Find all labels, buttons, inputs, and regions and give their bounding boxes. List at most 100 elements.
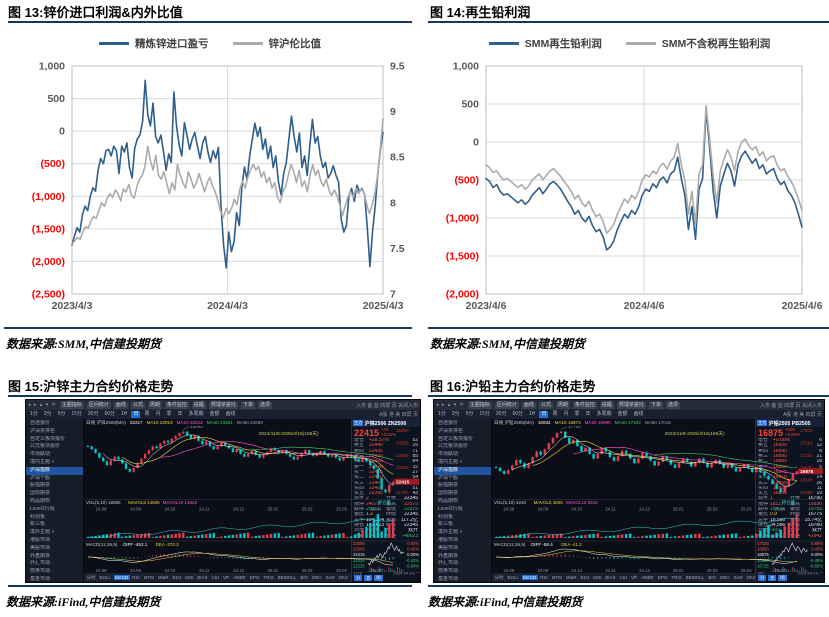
terminal-sidebar-item[interactable]: 新三板 bbox=[438, 521, 454, 528]
terminal-period-tab[interactable]: 季 bbox=[166, 411, 172, 417]
terminal-sidebar-item[interactable]: 外盘期货 bbox=[438, 552, 459, 559]
terminal-indicator-tab[interactable]: BBIBOLL bbox=[685, 575, 705, 580]
terminal-toolbar-button[interactable]: 周期 bbox=[555, 401, 570, 409]
terminal-indicator-tab[interactable]: DKX bbox=[338, 575, 348, 580]
terminal-indicator-tab[interactable]: BBIBOLL bbox=[277, 575, 297, 580]
terminal-toolbar-button[interactable]: 区间统计 bbox=[494, 401, 519, 409]
window-control-icons[interactable]: ◂ ▸ ▴ ▾ ⟳ bbox=[28, 402, 57, 408]
terminal-toolbar-button[interactable]: 区间统计 bbox=[86, 401, 111, 409]
terminal-sidebar-item[interactable]: 境外主题 » bbox=[30, 529, 55, 536]
terminal-indicator-tab[interactable]: 分时 bbox=[86, 574, 96, 580]
terminal-indicator-tab[interactable]: SAR bbox=[733, 575, 743, 580]
terminal-indicator-tab[interactable]: VR bbox=[630, 575, 638, 580]
terminal-indicator-tab[interactable]: MACD bbox=[521, 575, 538, 580]
terminal-sidebar-item[interactable]: 港股市场 bbox=[30, 536, 51, 543]
terminal-toolbar-button[interactable]: 选项 bbox=[665, 401, 680, 409]
terminal-indicator-tab[interactable]: DKX bbox=[746, 575, 755, 580]
terminal-sidebar-item[interactable]: 科创板 bbox=[438, 513, 454, 520]
terminal-sidebar-item[interactable]: 沪深指数 bbox=[434, 466, 491, 475]
terminal-period-tab[interactable]: 季 bbox=[574, 411, 580, 417]
terminal-toolbar-right[interactable]: 入市 备 监 四屏 页 关闭入市 bbox=[356, 402, 418, 409]
terminal-sidebar-item[interactable]: 自选报价 bbox=[438, 420, 459, 426]
terminal-indicator-tab[interactable]: RSI bbox=[540, 575, 548, 580]
terminal-sidebar-item[interactable]: 港股市场 bbox=[438, 536, 459, 543]
terminal-indicator-tab[interactable]: DPO bbox=[657, 575, 668, 580]
terminal-toolbar-button[interactable]: 选项 bbox=[257, 401, 272, 409]
terminal-toolbar-button[interactable]: 预埋单委托 bbox=[616, 401, 646, 409]
terminal-indicator-tab[interactable]: MTM bbox=[551, 575, 563, 580]
terminal-sidebar-item[interactable]: 公式板块报价 bbox=[438, 443, 469, 450]
terminal-indicator-tab[interactable]: ASI bbox=[619, 575, 627, 580]
terminal-period-tab[interactable]: 3分 bbox=[451, 411, 460, 417]
terminal-period-tab[interactable]: 日 bbox=[131, 411, 141, 418]
terminal-indicator-tab[interactable]: OBV bbox=[719, 575, 730, 580]
terminal-sidebar-item[interactable]: 市场联动 bbox=[438, 451, 459, 458]
terminal-sidebar-item[interactable]: 境内主题 » bbox=[30, 458, 55, 465]
terminal-toolbar-button[interactable]: 公式 bbox=[538, 401, 553, 409]
terminal-indicator-tab[interactable]: BDI bbox=[708, 575, 716, 580]
terminal-indicator-tab[interactable]: TRIX bbox=[263, 575, 274, 580]
terminal-period-tab[interactable]: 5分 bbox=[57, 411, 66, 417]
terminal-sidebar-item[interactable]: 外汇市场 bbox=[30, 560, 51, 567]
terminal-sidebar-item[interactable]: 基金市场 bbox=[438, 575, 459, 582]
terminal-period-tab[interactable]: 日 bbox=[539, 411, 549, 418]
terminal-period-tab[interactable]: 60分 bbox=[104, 411, 116, 417]
terminal-sidebar-item[interactable]: 沪深个股 bbox=[30, 474, 51, 481]
terminal-period-tab[interactable]: 多周期 bbox=[596, 411, 612, 417]
terminal-sidebar-item[interactable]: 沪深指数 bbox=[26, 466, 83, 475]
terminal-indicator-tab[interactable]: DMI bbox=[185, 575, 194, 580]
terminal-period-tab[interactable]: 月 bbox=[155, 411, 161, 417]
terminal-sidebar-item[interactable]: 新三板 bbox=[30, 521, 46, 528]
terminal-indicator-tab[interactable]: W&R bbox=[566, 575, 577, 580]
terminal-indicator-tab[interactable]: TRIX bbox=[671, 575, 682, 580]
terminal-toolbar-button[interactable]: 条件监控 bbox=[572, 401, 597, 409]
terminal-toolbar-button[interactable]: 画线 bbox=[113, 401, 128, 409]
terminal-indicator-tab[interactable]: RSI bbox=[132, 575, 140, 580]
quote-panel-tab[interactable]: 明 bbox=[374, 575, 383, 582]
terminal-indicator-tab[interactable]: SAR bbox=[325, 575, 335, 580]
terminal-indicator-tab[interactable]: W&R bbox=[158, 575, 169, 580]
terminal-sidebar-item[interactable]: 美股市场 bbox=[438, 544, 459, 551]
terminal-indicator-tab[interactable]: DPO bbox=[249, 575, 260, 580]
terminal-toolbar-button[interactable]: 条件监控 bbox=[164, 401, 189, 409]
terminal-indicator-tab[interactable]: OBV bbox=[311, 575, 322, 580]
terminal-sidebar-item[interactable]: 自定义板块报价 bbox=[30, 435, 66, 442]
terminal-toolbar-button[interactable]: 周期 bbox=[147, 401, 162, 409]
terminal-toolbar-button[interactable]: 下单 bbox=[240, 401, 255, 409]
terminal-indicator-tab[interactable]: MACD bbox=[113, 575, 130, 580]
terminal-sidebar-item[interactable]: 商品期权 bbox=[438, 497, 459, 504]
terminal-sidebar-item[interactable]: 自选报价 bbox=[30, 420, 51, 426]
terminal-period-tab[interactable]: 1分 bbox=[438, 411, 446, 417]
terminal-sidebar-item[interactable]: 股指期货 bbox=[30, 482, 51, 489]
terminal-period-tab[interactable]: 3分 bbox=[43, 411, 52, 417]
terminal-indicator-tab[interactable]: BIAS bbox=[605, 575, 616, 580]
terminal-sidebar-item[interactable]: 自定义板块报价 bbox=[438, 435, 474, 442]
terminal-period-tab[interactable]: 30分 bbox=[87, 411, 99, 417]
window-control-icons[interactable]: ◂ ▸ ▴ ▾ ⟳ bbox=[436, 402, 465, 408]
quote-panel-tab[interactable]: 五 bbox=[768, 575, 777, 582]
terminal-indicator-tab[interactable]: ASI bbox=[211, 575, 219, 580]
terminal-period-tab[interactable]: 15分 bbox=[71, 411, 82, 417]
terminal-indicator-tab[interactable]: BOLL bbox=[507, 575, 520, 580]
terminal-sidebar-item[interactable]: 境外主题 » bbox=[438, 529, 463, 536]
terminal-sidebar-item[interactable]: 境内主题 » bbox=[438, 458, 463, 465]
terminal-toolbar-button[interactable]: 公式 bbox=[130, 401, 145, 409]
terminal-sidebar-item[interactable]: 商品期权 bbox=[30, 497, 51, 504]
terminal-period-tab[interactable]: 画线 bbox=[225, 411, 236, 417]
terminal-sidebar-item[interactable]: 外盘期货 bbox=[30, 552, 51, 559]
terminal-sidebar-item[interactable]: 股指期货 bbox=[438, 482, 459, 489]
terminal-period-tab[interactable]: 周 bbox=[144, 411, 150, 417]
terminal-sidebar-item[interactable]: 市场联动 bbox=[30, 451, 51, 458]
terminal-period-tab[interactable]: 画线 bbox=[633, 411, 644, 417]
terminal-sidebar-item[interactable]: 沪深京排名 bbox=[438, 427, 464, 434]
terminal-period-tab[interactable]: 1H bbox=[121, 411, 128, 417]
terminal-indicator-tab[interactable]: ARBR bbox=[233, 575, 246, 580]
terminal-indicator-tab[interactable]: 分时 bbox=[494, 574, 504, 580]
terminal-sidebar-item[interactable]: 公式板块报价 bbox=[30, 443, 61, 450]
terminal-indicator-tab[interactable]: VR bbox=[222, 575, 230, 580]
quote-panel-tab[interactable]: 明 bbox=[778, 575, 787, 582]
terminal-toolbar-button[interactable]: 预埋单委托 bbox=[208, 401, 238, 409]
terminal-sidebar-item[interactable]: 国债期货 bbox=[438, 490, 459, 497]
terminal-indicator-tab[interactable]: KDJ bbox=[172, 575, 182, 580]
terminal-period-bar-right[interactable]: A股 港 美 四屏 页 bbox=[379, 412, 418, 418]
